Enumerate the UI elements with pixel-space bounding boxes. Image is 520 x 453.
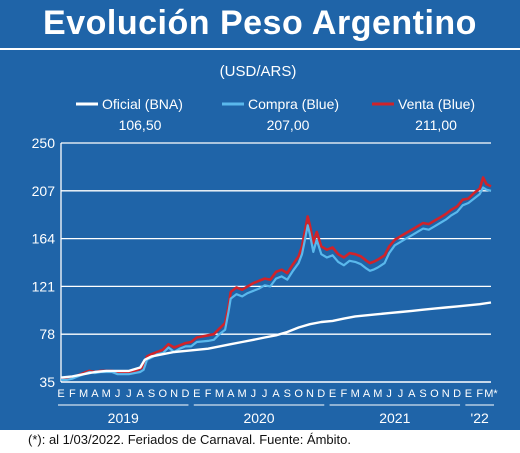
x-tick-label: F: [69, 388, 76, 400]
chart-title: Evolución Peso Argentino: [43, 4, 477, 42]
y-axis-ticks: 250 207 164 121 78 35: [32, 135, 56, 390]
legend-item-oficial: Oficial (BNA) 106,50: [76, 96, 183, 133]
series-line-compra: [61, 186, 492, 381]
x-tick-label: J: [115, 388, 121, 400]
x-tick-label: M: [237, 388, 246, 400]
x-tick-label: J: [251, 388, 257, 400]
x-tick-label: E: [193, 388, 200, 400]
x-tick-label: N: [306, 388, 314, 400]
x-tick-label: M*: [484, 388, 498, 400]
x-tick-label: O: [294, 388, 303, 400]
legend-value-venta: 211,00: [415, 117, 457, 133]
x-tick-label: F: [476, 388, 483, 400]
x-tick-label: E: [57, 388, 64, 400]
footnote: (*): al 1/03/2022. Feriados de Carnaval.…: [28, 432, 352, 447]
x-tick-label: A: [227, 388, 235, 400]
legend-label-venta: Venta (Blue): [398, 96, 475, 112]
series-line-oficial: [60, 301, 492, 379]
x-tick-label: O: [430, 388, 439, 400]
x-tick-label: J: [398, 388, 404, 400]
year-labels: 2019 2020 2021 '22: [58, 404, 494, 426]
x-tick-label: D: [181, 388, 189, 400]
x-tick-label: O: [159, 388, 168, 400]
x-tick-label: A: [91, 388, 99, 400]
year-label: 2021: [379, 410, 410, 426]
y-tick-label: 250: [32, 135, 56, 151]
x-tick-label: E: [465, 388, 472, 400]
chart-panel: [0, 0, 520, 430]
x-tick-label: J: [386, 388, 392, 400]
x-tick-label: D: [317, 388, 325, 400]
year-label: 2019: [108, 410, 139, 426]
x-tick-label: M: [79, 388, 88, 400]
x-tick-label: N: [442, 388, 450, 400]
x-tick-label: M: [215, 388, 224, 400]
chart-svg: (USD/ARS) Oficial (BNA) 106,50 Compra (B…: [32, 63, 499, 426]
legend-item-venta: Venta (Blue) 211,00: [372, 96, 475, 133]
chart-subtitle: (USD/ARS): [220, 63, 297, 80]
title-bar: Evolución Peso Argentino: [0, 0, 520, 50]
y-tick-label: 207: [32, 183, 56, 199]
x-tick-label: M: [373, 388, 382, 400]
series-line-venta: [61, 176, 492, 380]
x-tick-label: J: [262, 388, 268, 400]
x-axis-ticks: E F M A M J J A S O N D E F M A M J J A S O N D E F M A M J J A S O N D E F M*: [57, 388, 498, 400]
y-tick-label: 35: [39, 374, 55, 390]
legend-label-oficial: Oficial (BNA): [102, 96, 183, 112]
x-tick-label: S: [148, 388, 155, 400]
grid: [60, 142, 491, 383]
legend-value-oficial: 106,50: [119, 117, 162, 133]
x-tick-label: A: [408, 388, 416, 400]
series-lines: [60, 176, 492, 381]
y-tick-label: 78: [39, 326, 55, 342]
year-label: '22: [471, 410, 489, 426]
y-tick-label: 121: [32, 278, 56, 294]
x-tick-label: S: [419, 388, 426, 400]
year-label: 2020: [243, 410, 274, 426]
x-tick-label: A: [272, 388, 280, 400]
x-tick-label: J: [126, 388, 132, 400]
x-tick-label: M: [102, 388, 111, 400]
legend: Oficial (BNA) 106,50 Compra (Blue) 207,0…: [76, 96, 475, 133]
x-tick-label: S: [284, 388, 291, 400]
y-tick-label: 164: [32, 231, 56, 247]
legend-label-compra: Compra (Blue): [248, 96, 339, 112]
x-tick-label: D: [453, 388, 461, 400]
legend-item-compra: Compra (Blue) 207,00: [222, 96, 339, 133]
x-tick-label: F: [341, 388, 348, 400]
x-tick-label: A: [363, 388, 371, 400]
x-tick-label: M: [351, 388, 360, 400]
x-tick-label: N: [170, 388, 178, 400]
x-tick-label: E: [329, 388, 336, 400]
x-tick-label: F: [205, 388, 212, 400]
x-tick-label: A: [137, 388, 145, 400]
legend-value-compra: 207,00: [267, 117, 310, 133]
